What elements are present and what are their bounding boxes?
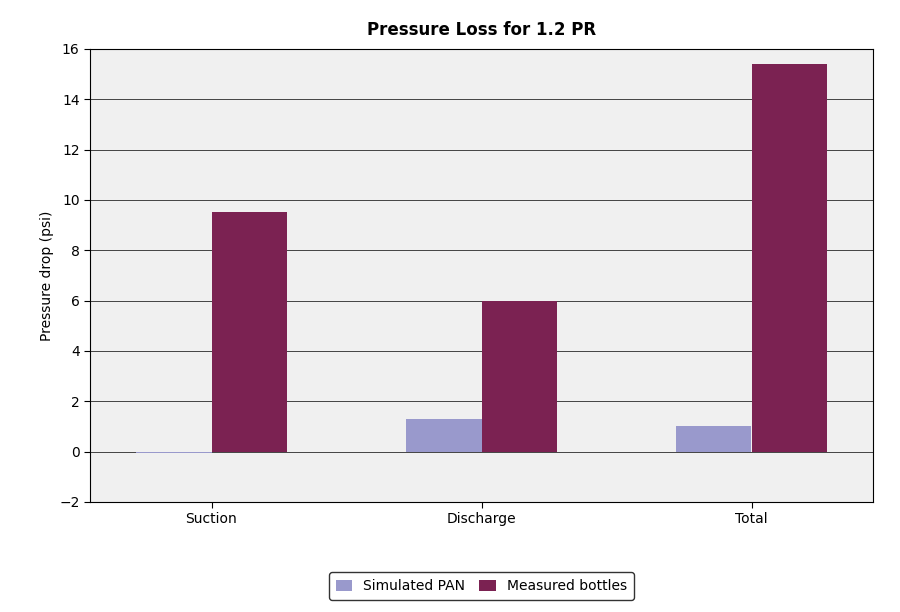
Bar: [136, 452, 212, 453]
Text: 93% reduction!: 93% reduction!: [0, 611, 1, 612]
Bar: [676, 427, 752, 452]
Bar: [752, 64, 827, 452]
Bar: [212, 212, 287, 452]
Bar: [406, 419, 482, 452]
Y-axis label: Pressure drop (psi): Pressure drop (psi): [40, 210, 54, 341]
Title: Pressure Loss for 1.2 PR: Pressure Loss for 1.2 PR: [367, 21, 596, 39]
Legend: Simulated PAN, Measured bottles: Simulated PAN, Measured bottles: [328, 572, 634, 600]
Bar: [482, 300, 557, 452]
